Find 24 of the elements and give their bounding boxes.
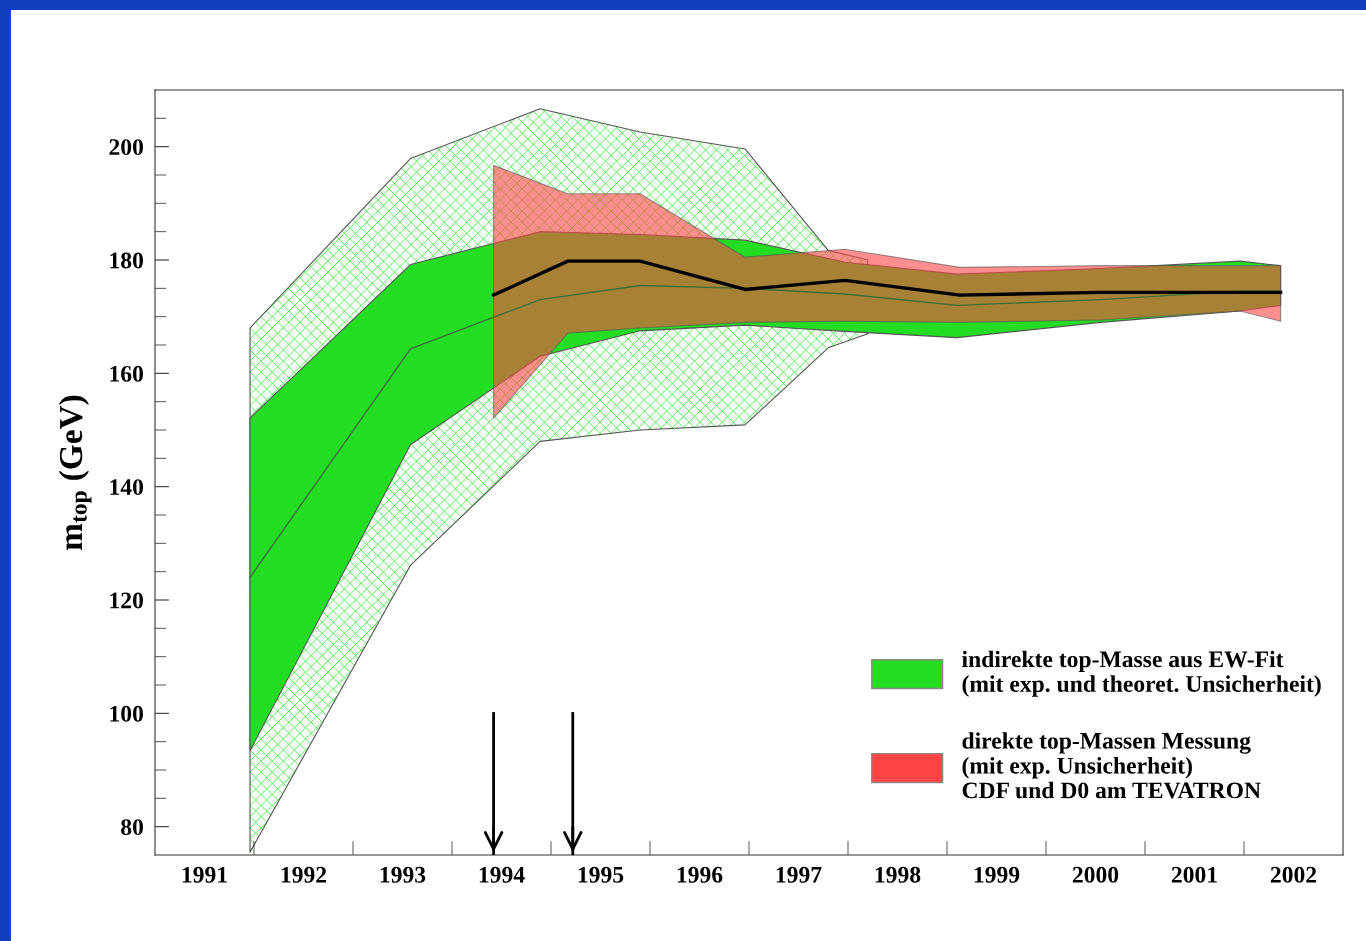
legend-label: indirekte top-Masse aus EW-Fit (mit exp. und theoret. Unsicherheit) [962,650,1321,697]
y-tick-label: 200 [109,139,143,156]
x-tick-label: 1993 [380,866,426,883]
x-tick-label: 2001 [1171,866,1217,883]
x-tick-label: 1995 [578,866,624,883]
x-tick-label: 2002 [1270,866,1317,883]
line-series [249,284,1282,579]
y-tick-label: 160 [110,365,143,382]
y-tick-label: 180 [110,252,143,269]
x-tick-label: 2000 [1072,866,1119,883]
line-series [491,259,1283,297]
y-axis-title: m$_{top}$ (GeV) [58,395,92,550]
y-tick-label: 80 [121,819,143,836]
y-tick-label: 120 [110,592,143,609]
x-tick-label: 1997 [776,866,822,883]
y-tick-label: 140 [110,479,143,496]
x-tick-label: 1994 [479,866,525,883]
x-tick-label: 1991 [182,866,227,883]
x-tick-label: 1999 [974,866,1020,883]
x-tick-label: 1992 [281,866,327,883]
x-tick-label: 1996 [677,866,723,883]
x-tick-label: 1998 [875,866,921,883]
legend-label: direkte top-Massen Messung (mit exp. Unsicherheit) CDF und D0 am TEVATRON [962,732,1261,799]
y-tick-label: 100 [110,705,143,722]
